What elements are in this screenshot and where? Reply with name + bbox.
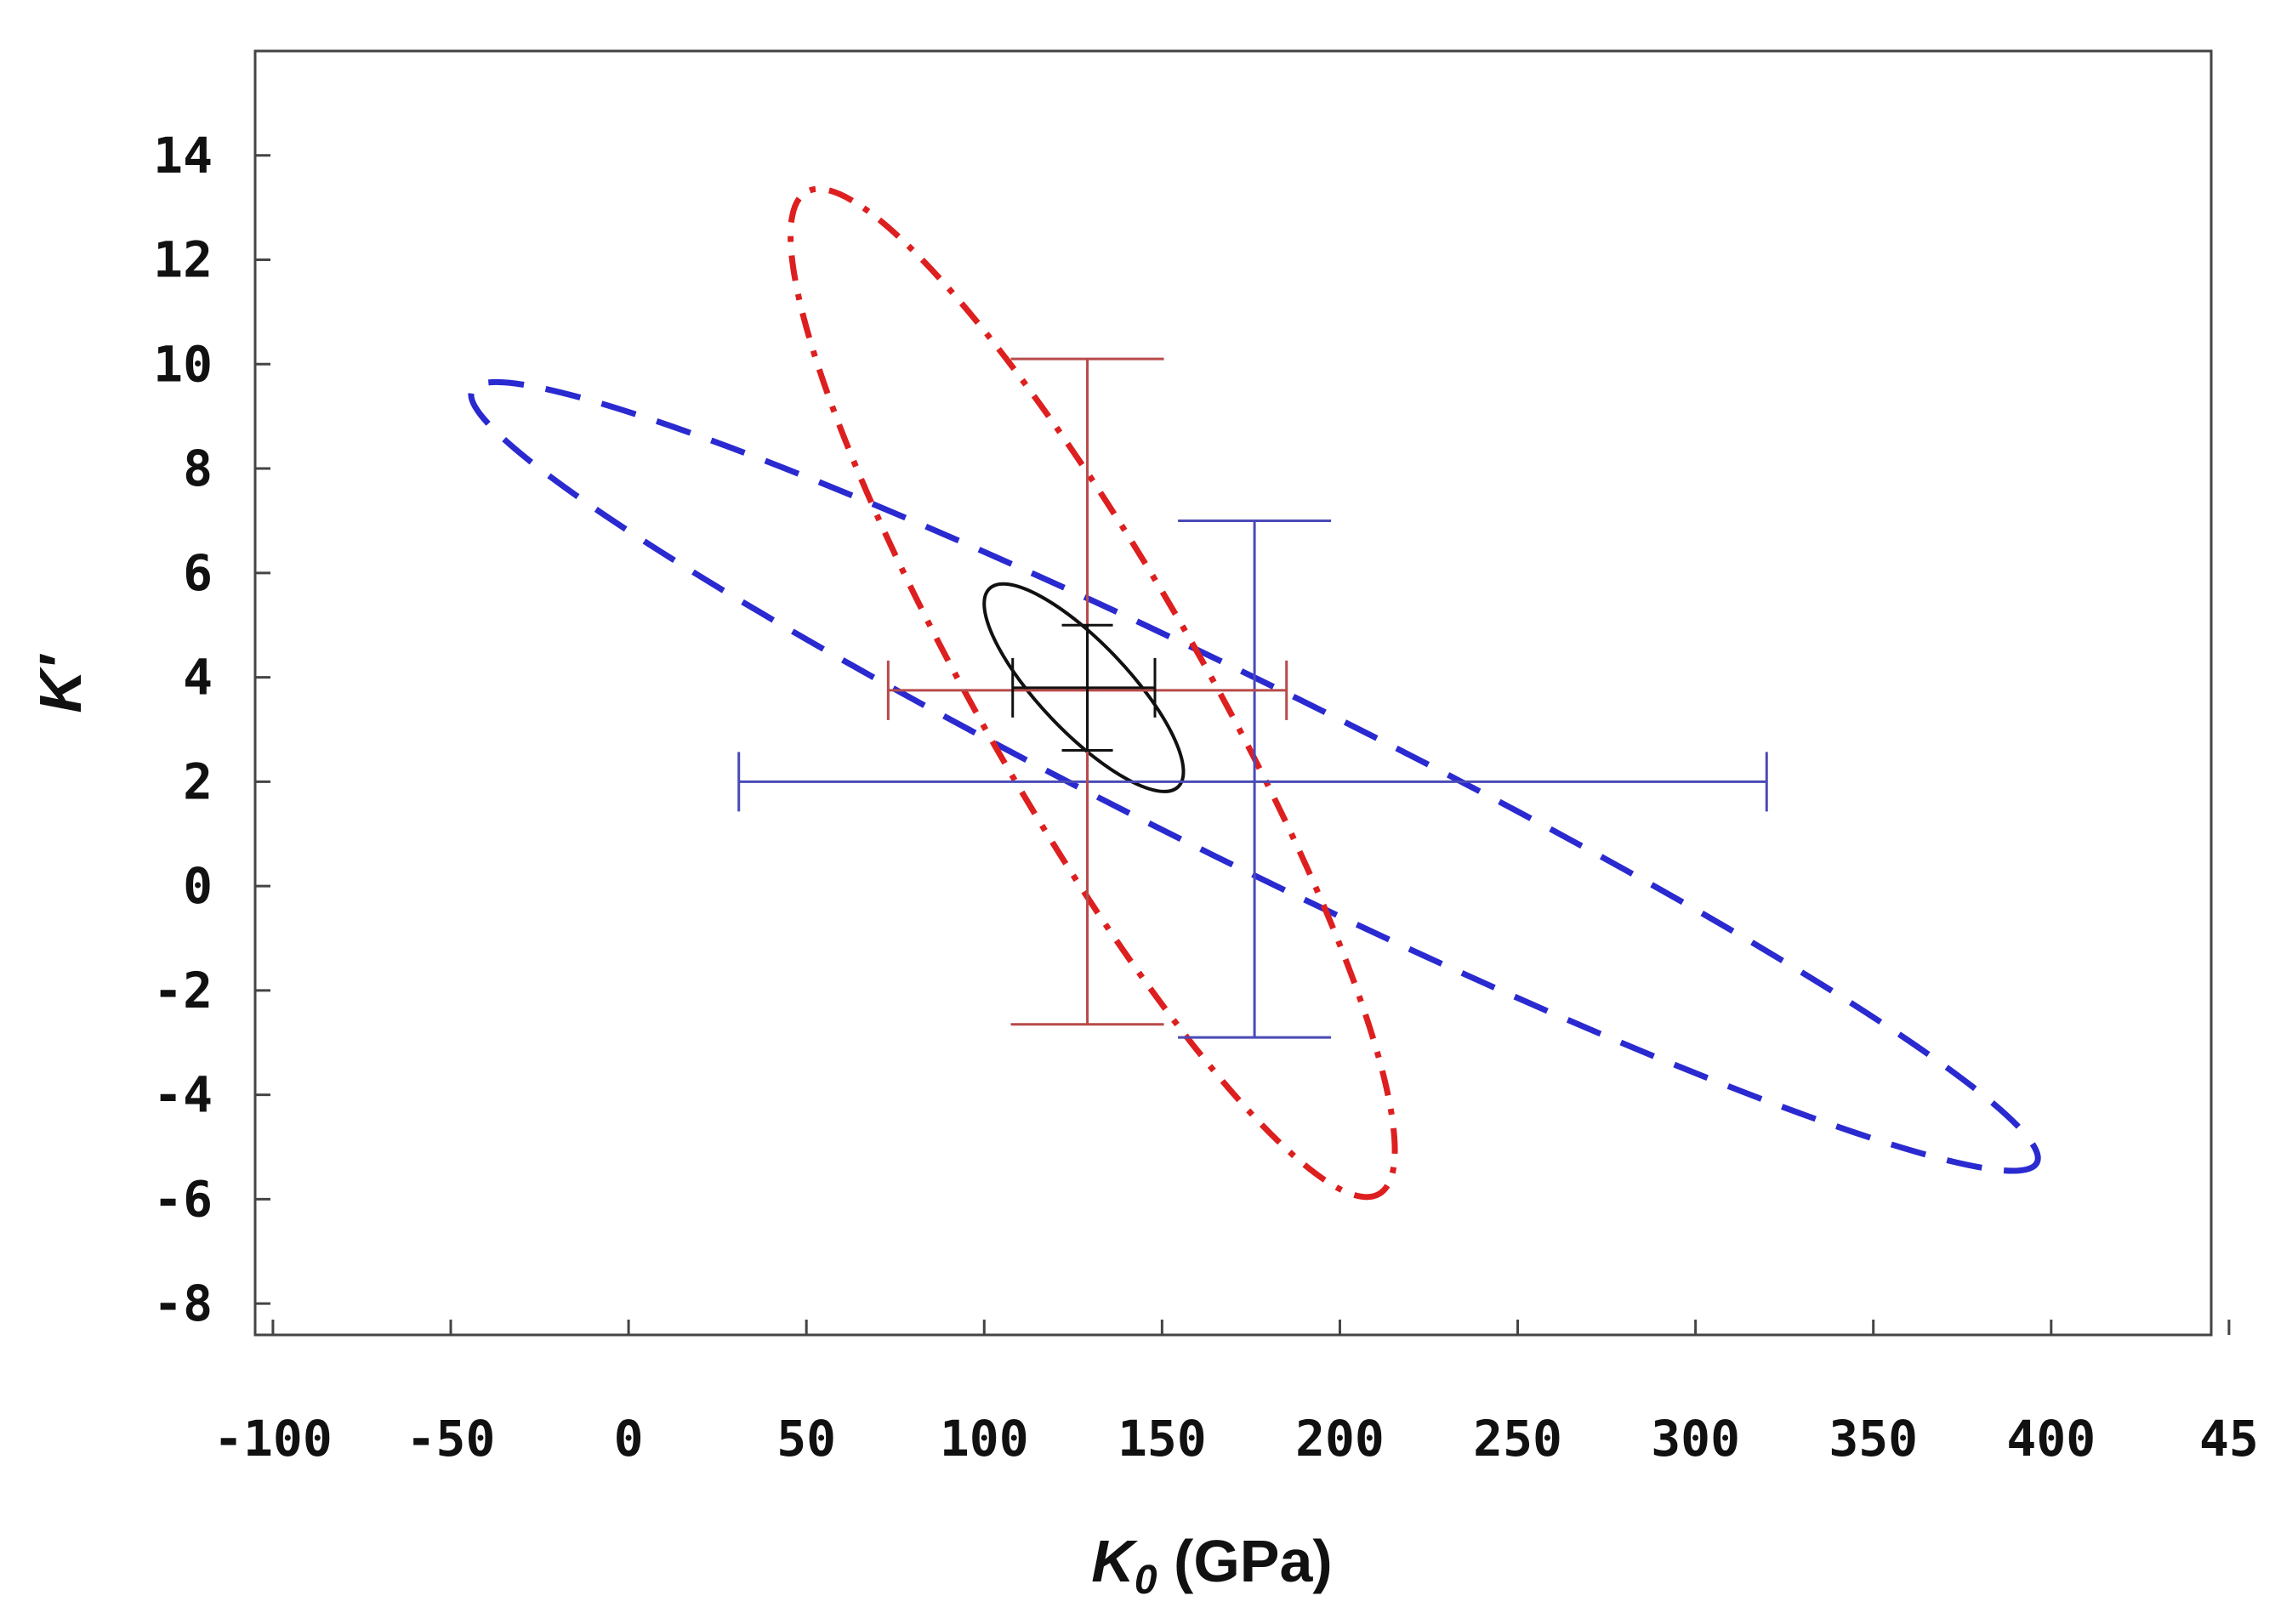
red-dash-dot-ellipse bbox=[788, 185, 1398, 1201]
x-tick-label: 150 bbox=[1118, 1410, 1207, 1468]
x-tick-label: 250 bbox=[1473, 1410, 1562, 1468]
x-tick-label: 200 bbox=[1295, 1410, 1385, 1468]
x-tick-label: -100 bbox=[213, 1410, 333, 1468]
y-tick-label: 14 bbox=[153, 127, 213, 185]
x-tick-label: 0 bbox=[614, 1410, 644, 1468]
x-axis: -100 -50 0 50 100 150 200 250 300 350 400 45 bbox=[213, 1320, 2259, 1468]
x-axis-title-main: K bbox=[1091, 1528, 1138, 1594]
confidence-ellipses bbox=[468, 185, 2041, 1201]
blue-dashed-ellipse bbox=[468, 378, 2041, 1174]
x-tick-label: -50 bbox=[407, 1410, 496, 1468]
y-tick-label: 10 bbox=[153, 335, 213, 393]
error-bars bbox=[737, 357, 1768, 1039]
x-axis-title-rest: (GPa) bbox=[1157, 1528, 1333, 1594]
black-solid-ellipse bbox=[982, 582, 1186, 793]
y-tick-label: 4 bbox=[183, 649, 213, 707]
black-errorbar bbox=[1011, 623, 1157, 752]
x-tick-label: 300 bbox=[1651, 1410, 1740, 1468]
x-tick-label: 350 bbox=[1829, 1410, 1918, 1468]
y-tick-label: 8 bbox=[183, 440, 213, 497]
y-axis-title: K′ bbox=[27, 653, 94, 713]
y-tick-label: -2 bbox=[153, 962, 213, 1019]
y-tick-label: 12 bbox=[153, 231, 213, 289]
x-tick-label: 100 bbox=[940, 1410, 1029, 1468]
y-tick-label: 6 bbox=[183, 544, 213, 602]
y-axis: -8 -6 -4 -2 0 2 4 6 8 10 12 14 bbox=[153, 127, 270, 1332]
blue-errorbar bbox=[737, 519, 1768, 1039]
y-tick-label: -8 bbox=[153, 1275, 213, 1332]
y-tick-label: -4 bbox=[153, 1066, 213, 1124]
plot-frame bbox=[253, 49, 2213, 1337]
x-tick-label: 50 bbox=[776, 1410, 836, 1468]
x-axis-title-sub: 0 bbox=[1135, 1558, 1157, 1603]
y-tick-label: 0 bbox=[183, 857, 213, 915]
x-axis-title: K0 (GPa) bbox=[1091, 1528, 1332, 1603]
x-tick-label: 400 bbox=[2006, 1410, 2096, 1468]
y-tick-label: -6 bbox=[153, 1170, 213, 1228]
x-tick-label: 45 bbox=[2199, 1410, 2259, 1468]
y-tick-label: 2 bbox=[183, 752, 213, 810]
